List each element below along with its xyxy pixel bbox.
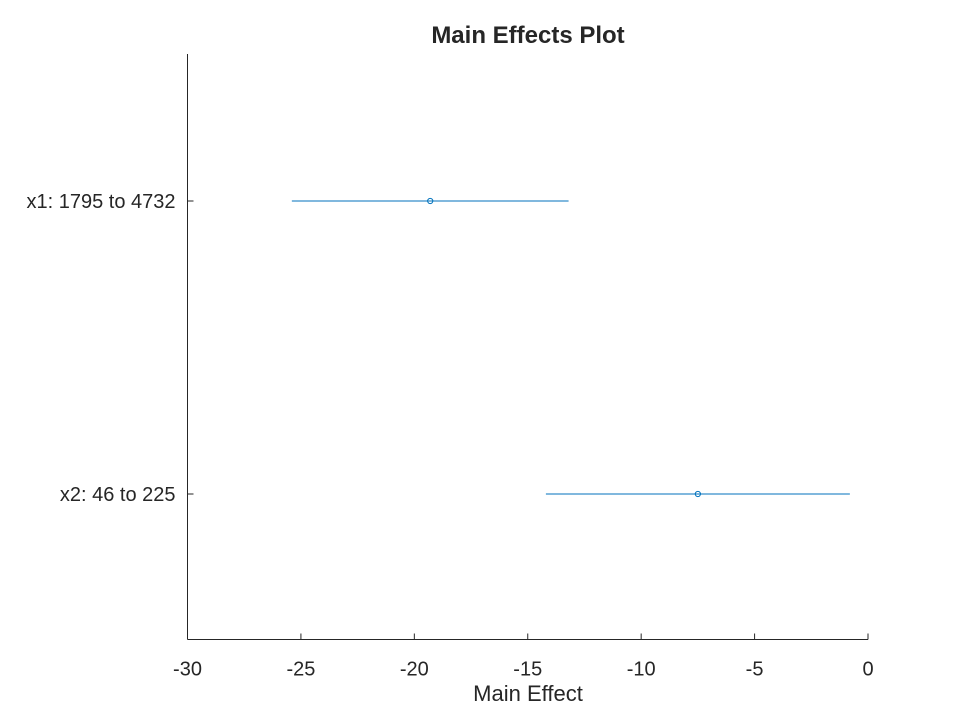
x-tick-label: -20 — [400, 659, 429, 681]
x-tick-label: -25 — [286, 659, 315, 681]
y-axis-ticks: x1: 1795 to 4732 x2: 46 to 225 — [26, 191, 194, 506]
y-tick-label: x1: 1795 to 4732 — [26, 191, 175, 213]
effect-marks — [291, 197, 850, 498]
x-axis-label: Main Effect — [473, 681, 583, 706]
x-tick-label: -5 — [746, 659, 764, 681]
x-tick-label: 0 — [862, 659, 873, 681]
x-tick-label: -30 — [173, 659, 202, 681]
x-tick-label: -15 — [513, 659, 542, 681]
x-tick-label: -10 — [627, 659, 656, 681]
y-tick-label: x2: 46 to 225 — [60, 484, 176, 506]
x-axis-ticks: -30 -25 -20 -15 -10 -5 0 — [173, 633, 874, 681]
effect-point — [427, 197, 434, 205]
chart-title: Main Effects Plot — [431, 22, 624, 49]
effect-point — [694, 490, 701, 498]
